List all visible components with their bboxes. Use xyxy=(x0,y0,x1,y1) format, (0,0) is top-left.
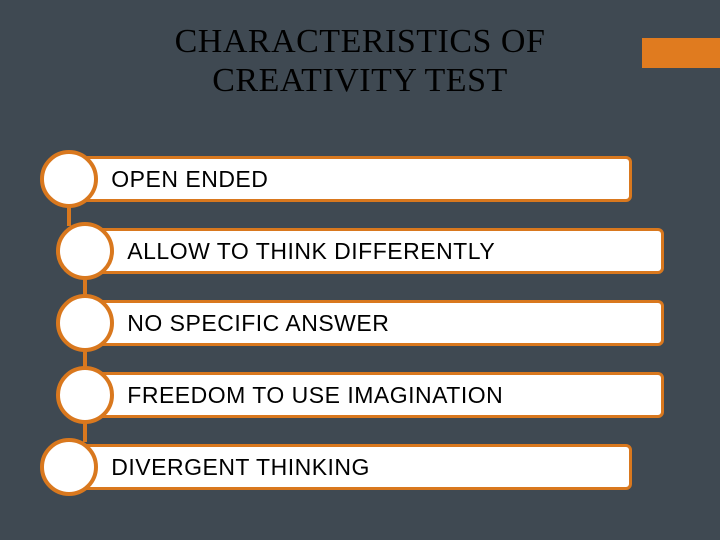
title-line-2: CREATIVITY TEST xyxy=(212,62,508,99)
corner-accent xyxy=(642,38,720,68)
list-item: NO SPECIFIC ANSWER xyxy=(0,294,720,352)
list-item: DIVERGENT THINKING xyxy=(0,438,720,496)
slide-title: CHARACTERISTICS OF CREATIVITY TEST xyxy=(0,22,720,100)
bullet-icon xyxy=(56,366,114,424)
list-item: ALLOW TO THINK DIFFERENTLY xyxy=(0,222,720,280)
item-label: FREEDOM TO USE IMAGINATION xyxy=(127,382,503,409)
characteristics-list: OPEN ENDED ALLOW TO THINK DIFFERENTLY NO S… xyxy=(0,150,720,510)
title-line-1: CHARACTERISTICS OF xyxy=(175,23,546,60)
bullet-icon xyxy=(40,438,98,496)
bullet-icon xyxy=(56,222,114,280)
item-pill: DIVERGENT THINKING xyxy=(60,444,632,490)
bullet-icon xyxy=(56,294,114,352)
item-label: NO SPECIFIC ANSWER xyxy=(127,310,389,337)
slide: CHARACTERISTICS OF CREATIVITY TEST OPEN … xyxy=(0,0,720,540)
item-label: OPEN ENDED xyxy=(111,166,268,193)
item-pill: NO SPECIFIC ANSWER xyxy=(76,300,664,346)
item-pill: FREEDOM TO USE IMAGINATION xyxy=(76,372,664,418)
list-item: OPEN ENDED xyxy=(0,150,720,208)
item-pill: ALLOW TO THINK DIFFERENTLY xyxy=(76,228,664,274)
item-label: DIVERGENT THINKING xyxy=(111,454,370,481)
item-pill: OPEN ENDED xyxy=(60,156,632,202)
list-item: FREEDOM TO USE IMAGINATION xyxy=(0,366,720,424)
item-label: ALLOW TO THINK DIFFERENTLY xyxy=(127,238,495,265)
bullet-icon xyxy=(40,150,98,208)
